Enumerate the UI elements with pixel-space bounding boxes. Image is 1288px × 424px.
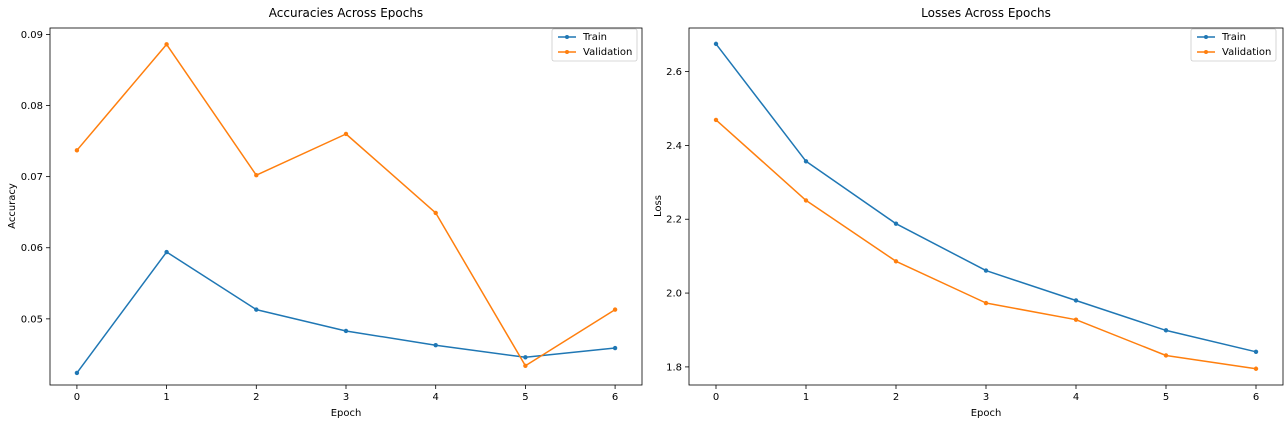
loss-validation-point [1163, 353, 1169, 358]
loss-x-tick-label: 5 [1163, 392, 1169, 403]
loss-validation-line [715, 119, 1257, 370]
loss-legend-train-label: Train [1221, 32, 1246, 43]
accuracy-y-tick-label: 0.07 [21, 172, 43, 183]
loss-train-line [715, 43, 1257, 353]
loss-validation-point [1073, 317, 1079, 322]
accuracy-validation-point [523, 363, 528, 368]
accuracy-y-tick-label: 0.06 [21, 243, 43, 254]
accuracy-y-tick-label: 0.05 [21, 314, 43, 325]
loss-y-tick-label: 2.0 [666, 289, 682, 300]
accuracy-validation-point [433, 210, 438, 216]
accuracy-legend: Train Validation [551, 28, 638, 62]
accuracy-legend-train-label: Train [582, 32, 607, 43]
accuracy-y-tick-label: 0.08 [21, 101, 43, 112]
loss-train-point [1253, 349, 1259, 354]
accuracy-train-point [254, 307, 259, 312]
accuracy-validation-point [74, 148, 80, 153]
accuracy-validation-point [612, 307, 618, 312]
loss-chart-title: Losses Across Epochs [921, 6, 1051, 20]
loss-y-tick-label: 2.6 [666, 67, 682, 78]
accuracy-train-line [76, 251, 616, 374]
accuracy-legend-train-marker [565, 35, 569, 39]
accuracy-x-tick-label: 2 [253, 392, 259, 403]
loss-y-tick-label: 2.4 [666, 141, 682, 152]
accuracy-train-point [612, 345, 618, 351]
accuracy-y-tick-label: 0.09 [21, 30, 43, 41]
loss-train-point [983, 268, 989, 273]
accuracy-validation-point [343, 131, 349, 137]
loss-train-point [893, 221, 899, 226]
accuracy-legend-validation-marker [565, 50, 569, 54]
loss-y-ticks: 1.8 2.0 2.2 2.4 2.6 [666, 67, 689, 373]
loss-x-tick-label: 3 [983, 392, 989, 403]
loss-x-axis-label: Epoch [971, 408, 1002, 419]
loss-y-tick-label: 1.8 [666, 362, 682, 373]
accuracy-series [74, 42, 618, 376]
loss-x-tick-label: 2 [893, 392, 899, 403]
loss-validation-point [893, 259, 899, 264]
accuracy-x-tick-label: 5 [522, 392, 528, 403]
accuracy-x-tick-label: 6 [612, 392, 618, 403]
loss-series [713, 41, 1259, 371]
accuracy-x-axis-label: Epoch [331, 408, 362, 419]
loss-y-axis-label: Loss [653, 195, 664, 217]
loss-train-point [1073, 298, 1079, 303]
accuracy-legend-validation-label: Validation [583, 47, 632, 58]
loss-train-point [803, 159, 809, 164]
accuracy-train-point [433, 342, 438, 348]
accuracy-train-point [74, 370, 80, 376]
loss-train-point [713, 41, 719, 47]
loss-x-tick-label: 6 [1253, 392, 1259, 403]
accuracy-plot-frame [49, 27, 643, 386]
accuracy-chart-title: Accuracies Across Epochs [269, 6, 423, 20]
accuracy-x-tick-label: 1 [163, 392, 169, 403]
loss-validation-point [803, 198, 809, 203]
loss-legend: Train Validation [1190, 28, 1277, 62]
accuracy-y-axis-label: Accuracy [7, 183, 18, 229]
loss-validation-point [1253, 366, 1259, 371]
accuracy-chart: Accuracies Across Epochs Epoch Accuracy … [7, 6, 643, 419]
loss-legend-train-marker [1204, 35, 1208, 39]
loss-validation-point [983, 300, 989, 306]
accuracy-x-ticks: 0 1 2 3 4 5 6 [74, 385, 618, 403]
loss-y-tick-label: 2.2 [666, 215, 682, 226]
loss-x-tick-label: 4 [1073, 392, 1079, 403]
accuracy-x-tick-label: 4 [433, 392, 439, 403]
accuracy-validation-point [164, 42, 169, 47]
loss-plot-frame [688, 27, 1284, 386]
accuracy-validation-point [254, 173, 259, 178]
loss-x-tick-label: 1 [803, 392, 809, 403]
accuracy-x-tick-label: 3 [343, 392, 349, 403]
accuracy-y-ticks: 0.05 0.06 0.07 0.08 0.09 [21, 30, 50, 325]
accuracy-train-point [523, 355, 528, 360]
loss-x-tick-label: 0 [713, 392, 719, 403]
accuracy-train-point [164, 249, 169, 255]
loss-validation-point [713, 117, 719, 123]
loss-legend-validation-marker [1204, 50, 1208, 54]
accuracy-validation-line [76, 43, 616, 367]
loss-train-point [1163, 328, 1169, 333]
accuracy-train-point [343, 328, 349, 334]
loss-legend-validation-label: Validation [1222, 47, 1271, 58]
accuracy-x-tick-label: 0 [74, 392, 80, 403]
loss-x-ticks: 0 1 2 3 4 5 6 [713, 385, 1259, 403]
